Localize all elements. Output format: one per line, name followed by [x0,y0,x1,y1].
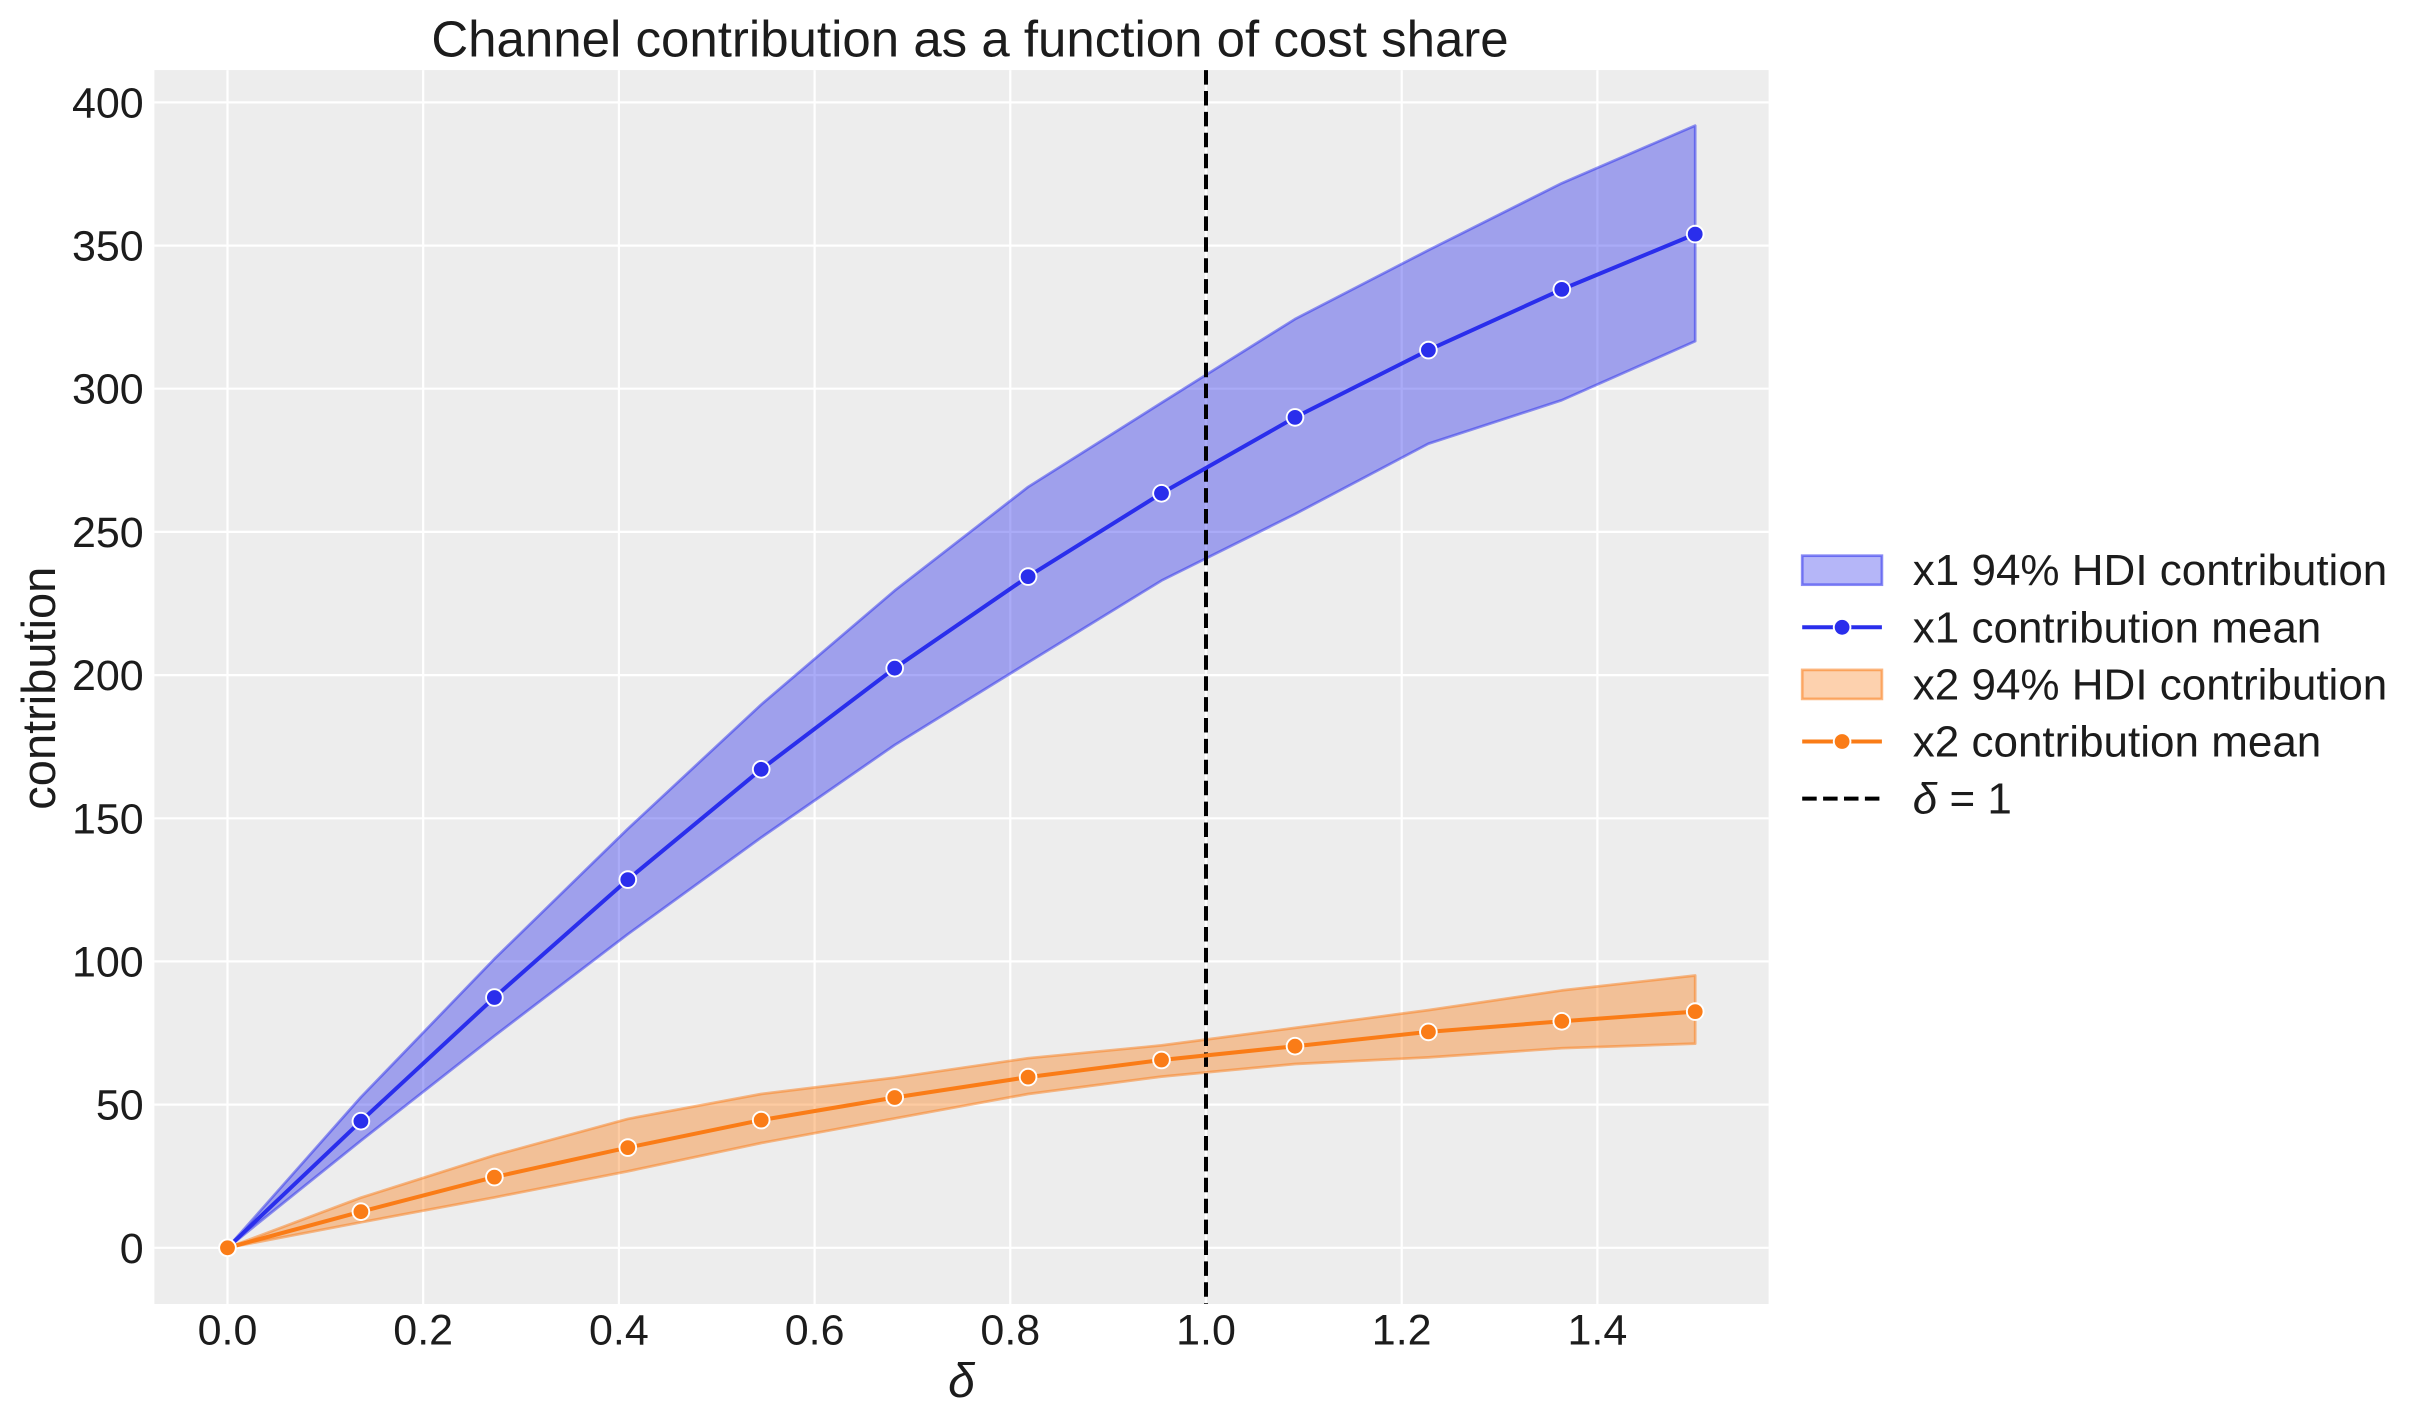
svg-text:x1 contribution mean: x1 contribution mean [1913,603,2321,652]
svg-text:δ: δ [948,1355,976,1408]
svg-text:x1 94% HDI contribution: x1 94% HDI contribution [1913,546,2387,595]
svg-text:200: 200 [72,652,144,700]
svg-text:50: 50 [96,1082,144,1130]
svg-text:300: 300 [72,366,144,414]
svg-text:350: 350 [72,223,144,271]
svg-text:1.2: 1.2 [1372,1307,1432,1355]
svg-text:x2 contribution mean: x2 contribution mean [1913,718,2321,767]
svg-text:250: 250 [72,509,144,557]
svg-text:0.6: 0.6 [785,1307,845,1355]
svg-text:150: 150 [72,795,144,843]
svg-text:δ = 1: δ = 1 [1913,775,2012,824]
svg-text:0: 0 [120,1225,144,1273]
svg-text:400: 400 [72,79,144,127]
svg-text:100: 100 [72,938,144,986]
svg-text:0.2: 0.2 [393,1307,453,1355]
svg-text:Channel contribution as a func: Channel contribution as a function of co… [431,11,1508,68]
svg-text:x2 94% HDI contribution: x2 94% HDI contribution [1913,660,2387,709]
svg-text:0.0: 0.0 [198,1307,258,1355]
svg-text:1.0: 1.0 [1176,1307,1236,1355]
svg-text:0.8: 0.8 [980,1307,1040,1355]
svg-text:0.4: 0.4 [589,1307,649,1355]
svg-text:contribution: contribution [12,567,65,810]
svg-text:1.4: 1.4 [1568,1307,1628,1355]
